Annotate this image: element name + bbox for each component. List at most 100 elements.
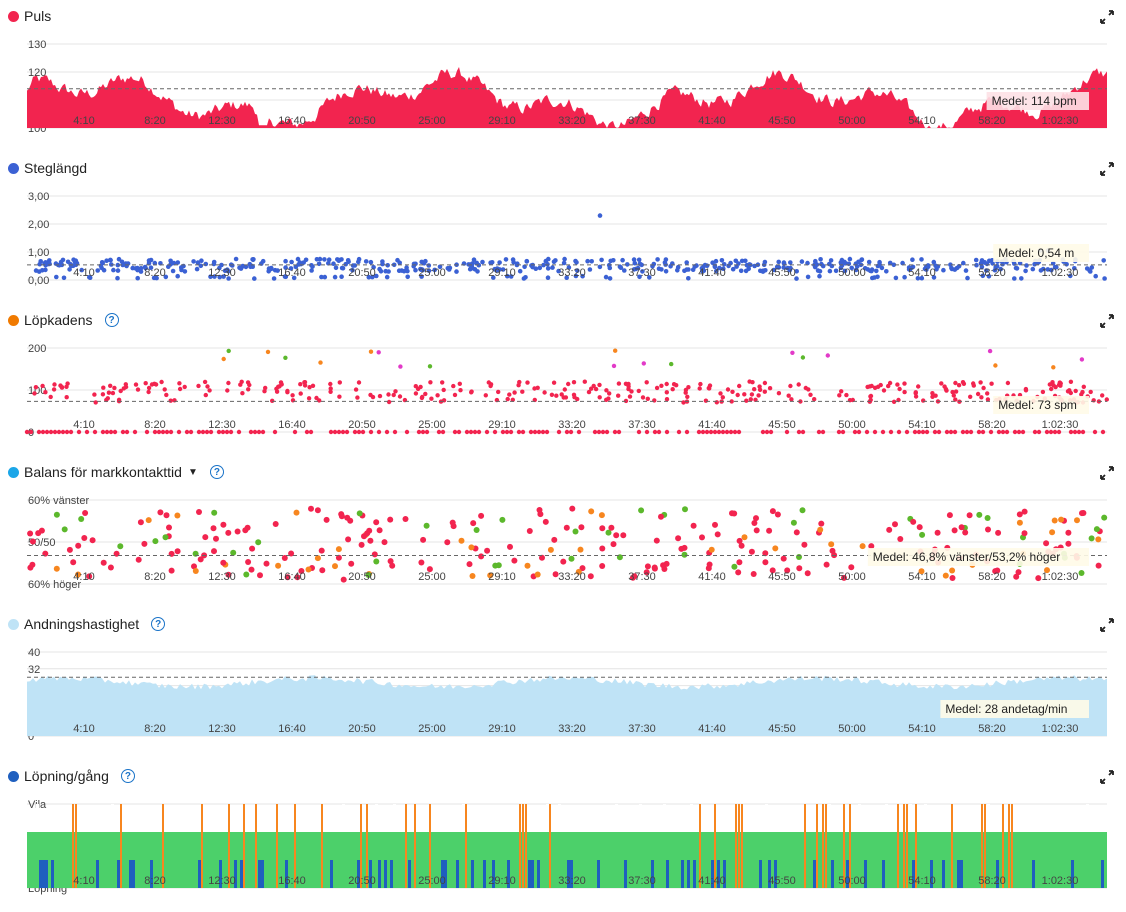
panel-title: Andningshastighet? bbox=[8, 614, 166, 634]
stride-point bbox=[573, 273, 579, 279]
cadence-point bbox=[528, 429, 534, 435]
stride-point bbox=[378, 269, 384, 274]
stride-point bbox=[275, 268, 280, 273]
balance-point bbox=[174, 548, 181, 555]
balance-point bbox=[946, 512, 953, 519]
balance-point bbox=[608, 524, 615, 531]
rest-bar bbox=[825, 804, 827, 888]
cadence-point bbox=[424, 429, 430, 435]
expand-icon[interactable] bbox=[1100, 162, 1114, 176]
cadence-point bbox=[589, 386, 594, 391]
stride-point bbox=[719, 258, 725, 263]
stride-point bbox=[662, 260, 668, 265]
balance-point bbox=[166, 524, 172, 531]
mean-label-bg bbox=[993, 244, 1089, 262]
panel-title: Löpkadens? bbox=[8, 310, 119, 330]
balance-point bbox=[248, 566, 255, 573]
x-tick-label: 12:30 bbox=[208, 267, 236, 279]
balance-point bbox=[897, 536, 904, 542]
x-tick-label: 45:50 bbox=[768, 875, 796, 887]
x-tick-label: 33:20 bbox=[558, 875, 586, 887]
cadence-point bbox=[964, 429, 970, 435]
rest-bar bbox=[897, 804, 899, 888]
x-tick-label: 37:30 bbox=[628, 875, 656, 887]
balance-point bbox=[731, 563, 738, 570]
cadence-point bbox=[1057, 380, 1063, 386]
cadence-point bbox=[676, 429, 682, 435]
stride-point bbox=[363, 259, 369, 264]
balance-point bbox=[774, 511, 781, 518]
stride-point bbox=[194, 266, 200, 272]
expand-icon[interactable] bbox=[1100, 770, 1114, 784]
stride-point bbox=[297, 260, 303, 265]
cadence-point bbox=[436, 429, 442, 435]
stride-point bbox=[574, 260, 579, 265]
x-tick-label: 16:40 bbox=[278, 267, 306, 279]
stride-point bbox=[884, 269, 889, 274]
help-icon[interactable]: ? bbox=[104, 313, 119, 327]
dropdown-caret-icon[interactable]: ▼ bbox=[187, 466, 198, 478]
cadence-point bbox=[1104, 397, 1110, 402]
cadence-point bbox=[144, 429, 150, 435]
run-bar bbox=[471, 860, 474, 888]
cadence-point bbox=[613, 348, 618, 353]
series-color-dot bbox=[8, 466, 19, 478]
cadence-point bbox=[427, 364, 433, 369]
run-bar bbox=[528, 860, 531, 888]
balance-point bbox=[560, 558, 567, 565]
help-icon[interactable]: ? bbox=[120, 769, 135, 783]
balance-point bbox=[387, 558, 394, 565]
balance-point bbox=[568, 555, 575, 562]
cadence-point bbox=[943, 387, 949, 392]
help-icon[interactable]: ? bbox=[209, 465, 224, 479]
stride-point bbox=[426, 263, 432, 268]
cadence-point bbox=[825, 353, 830, 358]
gap bbox=[909, 804, 912, 832]
balance-point bbox=[323, 516, 330, 523]
x-tick-label: 45:50 bbox=[768, 571, 796, 583]
balance-point bbox=[708, 546, 715, 553]
stride-point bbox=[331, 261, 336, 266]
run-bar bbox=[483, 860, 486, 888]
expand-icon[interactable] bbox=[1100, 10, 1114, 24]
cadence-point bbox=[92, 392, 97, 397]
stride-point bbox=[980, 273, 986, 279]
panel-title-label: Puls bbox=[24, 8, 52, 24]
stride-point bbox=[488, 260, 493, 265]
cadence-point bbox=[924, 429, 930, 435]
run-bar bbox=[717, 860, 720, 888]
run-bar bbox=[1071, 860, 1074, 888]
stride-point bbox=[508, 274, 514, 279]
balance-point bbox=[1044, 567, 1050, 574]
cadence-point bbox=[386, 392, 391, 397]
stride-point bbox=[587, 267, 593, 272]
expand-icon[interactable] bbox=[1100, 314, 1114, 328]
stride-point bbox=[471, 257, 477, 262]
cadence-point bbox=[310, 383, 316, 388]
x-tick-label: 41:40 bbox=[698, 723, 726, 735]
cadence-point bbox=[944, 429, 950, 435]
stride-point bbox=[622, 268, 627, 273]
help-icon[interactable]: ? bbox=[151, 617, 166, 631]
balance-point bbox=[599, 525, 606, 532]
stride-point bbox=[1023, 268, 1028, 274]
stride-point bbox=[116, 256, 122, 262]
balance-point bbox=[202, 534, 209, 541]
stride-point bbox=[833, 268, 839, 274]
cadence-point bbox=[368, 429, 374, 435]
balance-point bbox=[220, 559, 227, 566]
gap bbox=[663, 804, 666, 832]
rest-bar bbox=[735, 804, 737, 888]
stride-point bbox=[961, 260, 966, 266]
stride-point bbox=[175, 273, 180, 279]
balance-point bbox=[658, 513, 664, 520]
expand-icon[interactable] bbox=[1100, 466, 1114, 480]
cadence-point bbox=[100, 392, 106, 397]
balance-point bbox=[242, 527, 249, 534]
run-bar bbox=[39, 860, 42, 888]
expand-icon[interactable] bbox=[1100, 618, 1114, 632]
balance-point bbox=[192, 568, 199, 574]
cadence-point bbox=[33, 385, 39, 390]
cadence-point bbox=[656, 429, 662, 435]
balance-point bbox=[1101, 514, 1108, 521]
